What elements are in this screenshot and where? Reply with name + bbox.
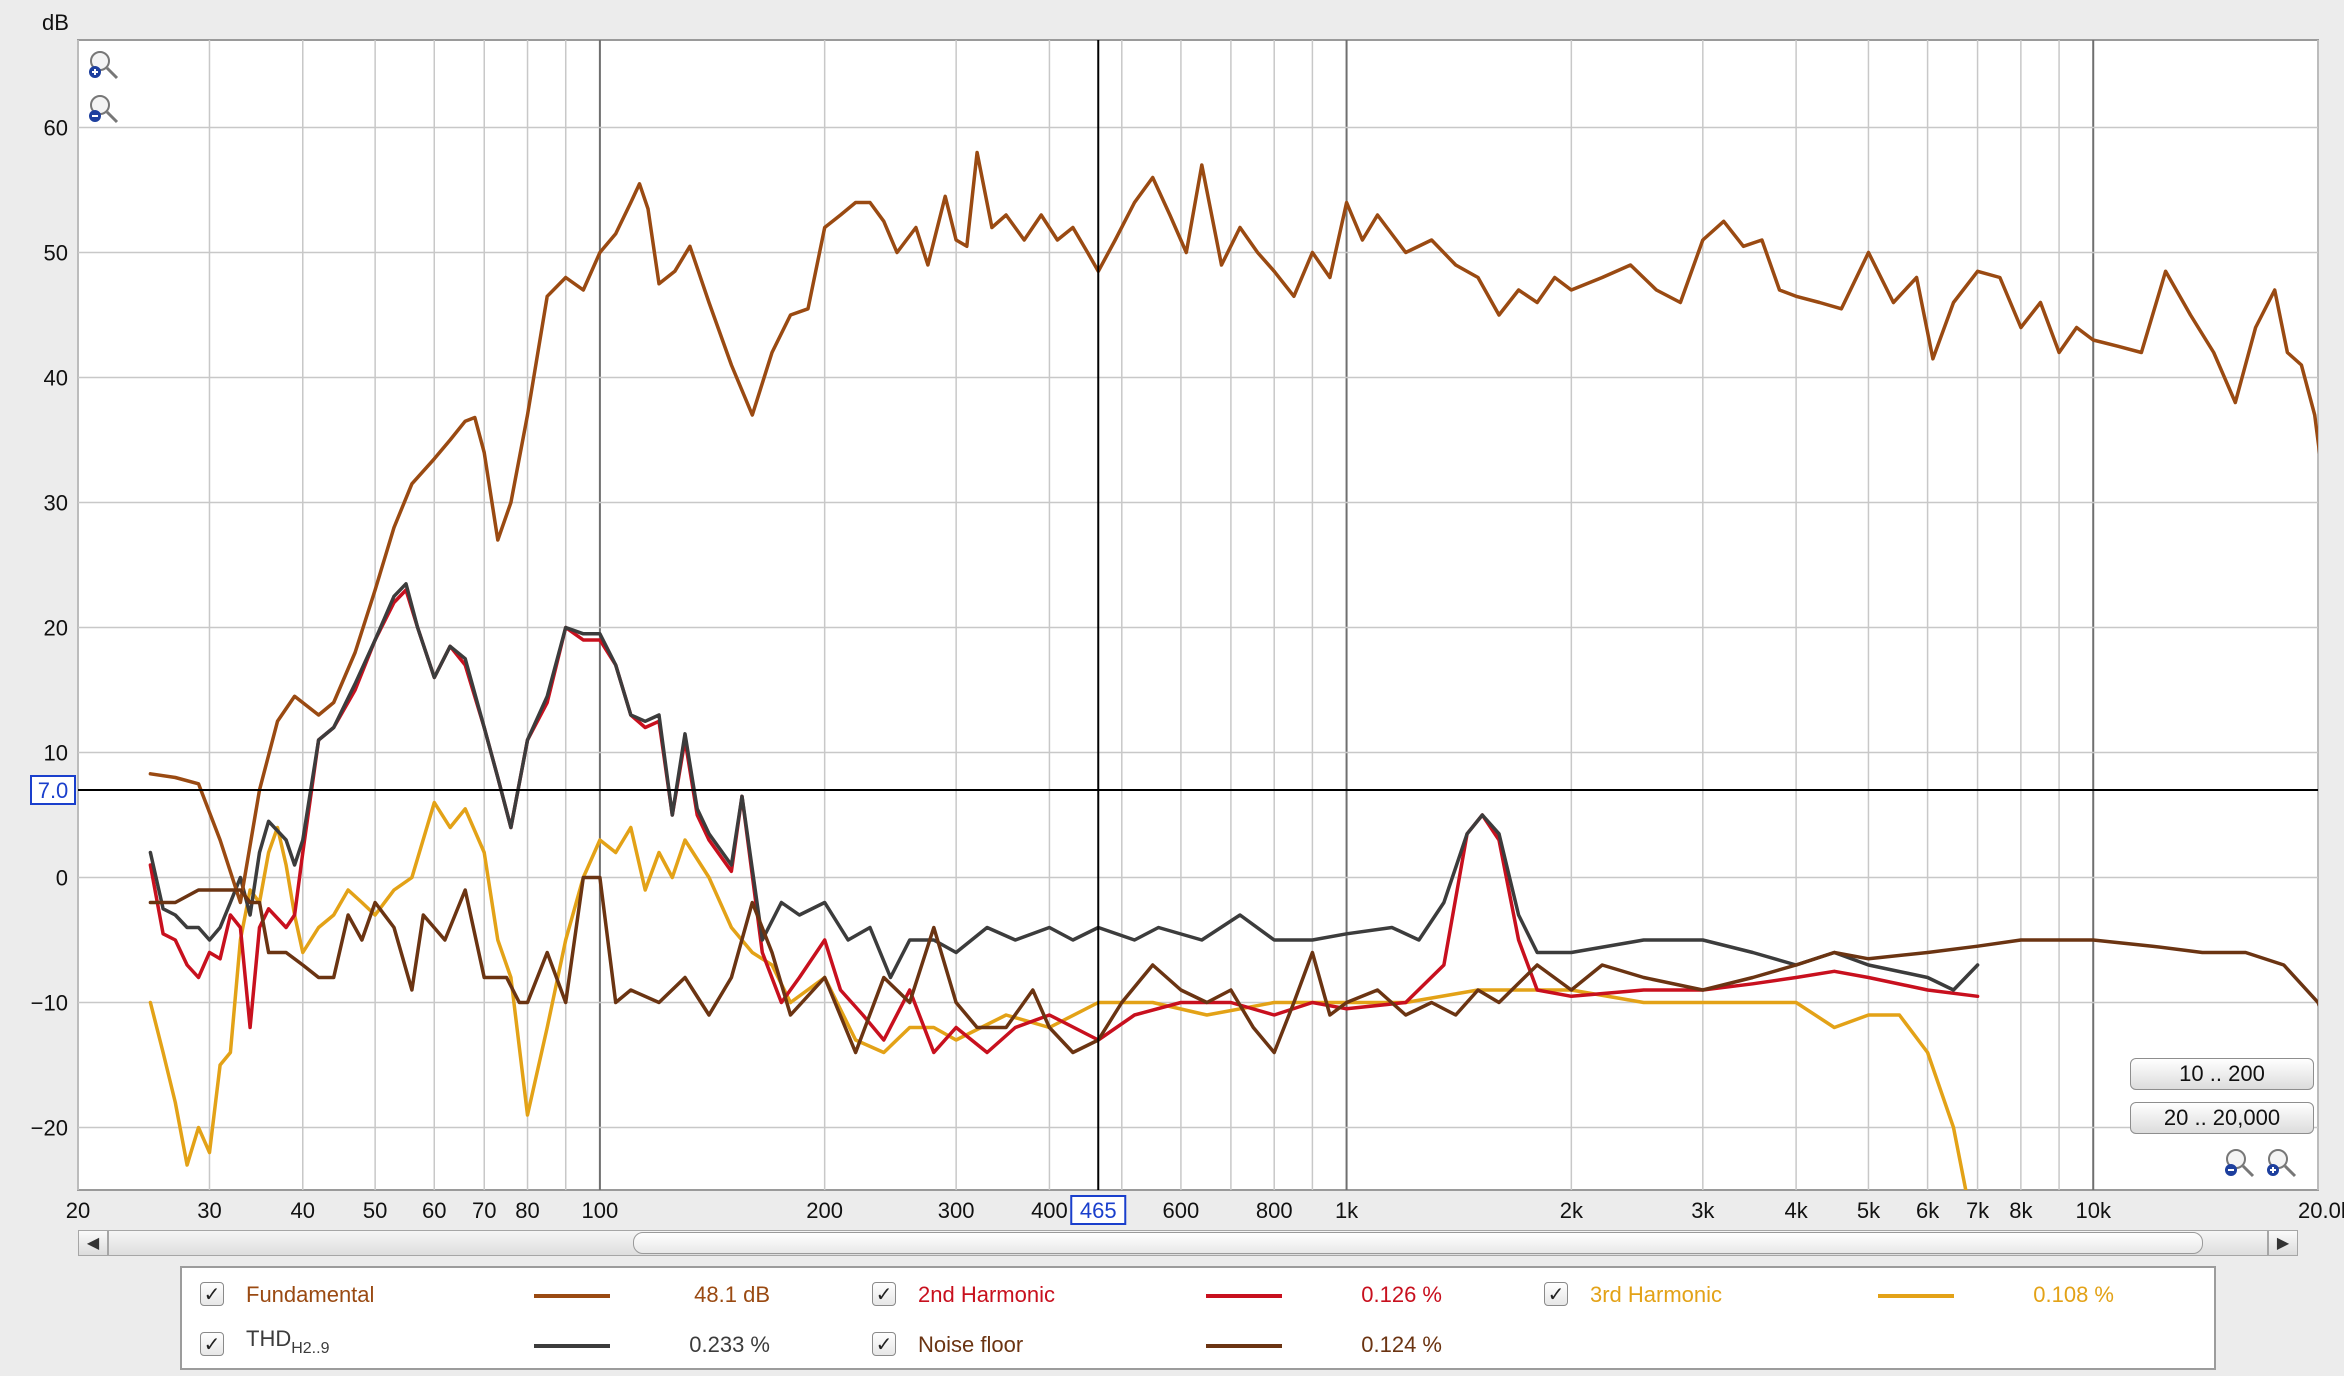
legend-swatch [1878,1294,1954,1298]
legend-swatch [1206,1294,1282,1298]
horizontal-scrollbar[interactable] [108,1230,2268,1256]
x-tick-label: 80 [515,1198,539,1223]
legend-label: THDH2..9 [246,1326,329,1357]
y-tick-label: 60 [44,116,68,141]
zoom-out-icon[interactable] [86,92,120,126]
series-line-thd [148,582,1980,992]
series-layer [148,150,2318,1190]
cursor-y-box [30,775,76,805]
h3-checkbox[interactable]: ✓ [1544,1282,1568,1306]
cursor-x-label: 465 [1080,1198,1117,1223]
x-tick-label: 70 [472,1198,496,1223]
legend-panel: ✓ Fundamental 48.1 dB ✓ 2nd Harmonic 0.1… [180,1266,2216,1370]
h2-checkbox[interactable]: ✓ [872,1282,896,1306]
x-tick-label: 50 [363,1198,387,1223]
cursor-x-box [1070,1195,1127,1225]
legend-value: 0.126 % [1361,1282,1442,1307]
legend-swatch [1206,1344,1282,1348]
legend-noise-floor: ✓ Noise floor 0.124 % [872,1326,1492,1366]
y-axis-label: dB [42,10,69,35]
series-line-fundamental [148,150,2318,905]
noise-checkbox[interactable]: ✓ [872,1332,896,1356]
cursor-y-label: 7.0 [38,778,69,803]
x-tick-label: 7k [1966,1198,1990,1223]
legend-value: 0.124 % [1361,1332,1442,1357]
x-tick-label: 300 [938,1198,975,1223]
x-tick-label: 30 [197,1198,221,1223]
y-tick-label: 30 [44,491,68,516]
x-tick-label: 3k [1691,1198,1715,1223]
x-tick-label: 20 [66,1198,90,1223]
thd-checkbox[interactable]: ✓ [200,1332,224,1356]
zoom-out-icon[interactable] [2222,1146,2256,1180]
x-tick-label: 400 [1031,1198,1068,1223]
y-tick-label: 0 [56,866,68,891]
y-tick-label: −20 [31,1116,68,1141]
x-tick-label: 40 [291,1198,315,1223]
range-10-200-button[interactable]: 10 .. 200 [2130,1058,2314,1090]
x-tick-label: 5k [1857,1198,1881,1223]
legend-label: Fundamental [246,1282,375,1307]
y-tick-label: 40 [44,366,68,391]
x-tick-label: 600 [1163,1198,1200,1223]
legend-2nd-harmonic: ✓ 2nd Harmonic 0.126 % [872,1276,1492,1316]
series-line-3rd-harmonic [148,800,1968,1190]
range-20-20000-button[interactable]: 20 .. 20,000 [2130,1102,2314,1134]
legend-value: 48.1 dB [694,1282,770,1307]
legend-label: Noise floor [918,1332,1024,1357]
scroll-left-arrow[interactable]: ◀ [78,1230,108,1256]
legend-thd: ✓ THDH2..9 0.233 % [200,1326,820,1366]
x-tick-label: 8k [2009,1198,2033,1223]
legend-value: 0.108 % [2033,1282,2114,1307]
legend-fundamental: ✓ Fundamental 48.1 dB [200,1276,820,1316]
scroll-thumb[interactable] [633,1232,2203,1254]
legend-label-main: THD [246,1326,292,1351]
y-tick-label: 50 [44,241,68,266]
legend-label: 2nd Harmonic [918,1282,1055,1307]
legend-swatch [534,1344,610,1348]
x-tick-label: 20.0kHz [2298,1198,2344,1223]
legend-label-sub: H2..9 [291,1340,330,1357]
fundamental-checkbox[interactable]: ✓ [200,1282,224,1306]
legend-swatch [534,1294,610,1298]
x-tick-label: 800 [1256,1198,1293,1223]
y-tick-label: −10 [31,991,68,1016]
x-tick-label: 60 [422,1198,446,1223]
x-tick-label: 10k [2075,1198,2111,1223]
scroll-right-arrow[interactable]: ▶ [2268,1230,2298,1256]
x-tick-label: 6k [1916,1198,1940,1223]
legend-label: 3rd Harmonic [1590,1282,1723,1307]
x-tick-label: 1k [1335,1198,1359,1223]
x-tick-label: 2k [1560,1198,1584,1223]
legend-3rd-harmonic: ✓ 3rd Harmonic 0.108 % [1544,1276,2164,1316]
x-tick-label: 4k [1784,1198,1808,1223]
y-tick-label: 10 [44,741,68,766]
y-tick-label: 20 [44,616,68,641]
series-line-noise-floor [148,875,2318,1055]
legend-value: 0.233 % [689,1332,770,1357]
zoom-in-icon[interactable] [2264,1146,2298,1180]
cursor[interactable]: 465 7.0 [30,40,2318,1225]
x-tick-label: 100 [582,1198,619,1223]
x-tick-label: 200 [806,1198,843,1223]
zoom-in-icon[interactable] [86,48,120,82]
